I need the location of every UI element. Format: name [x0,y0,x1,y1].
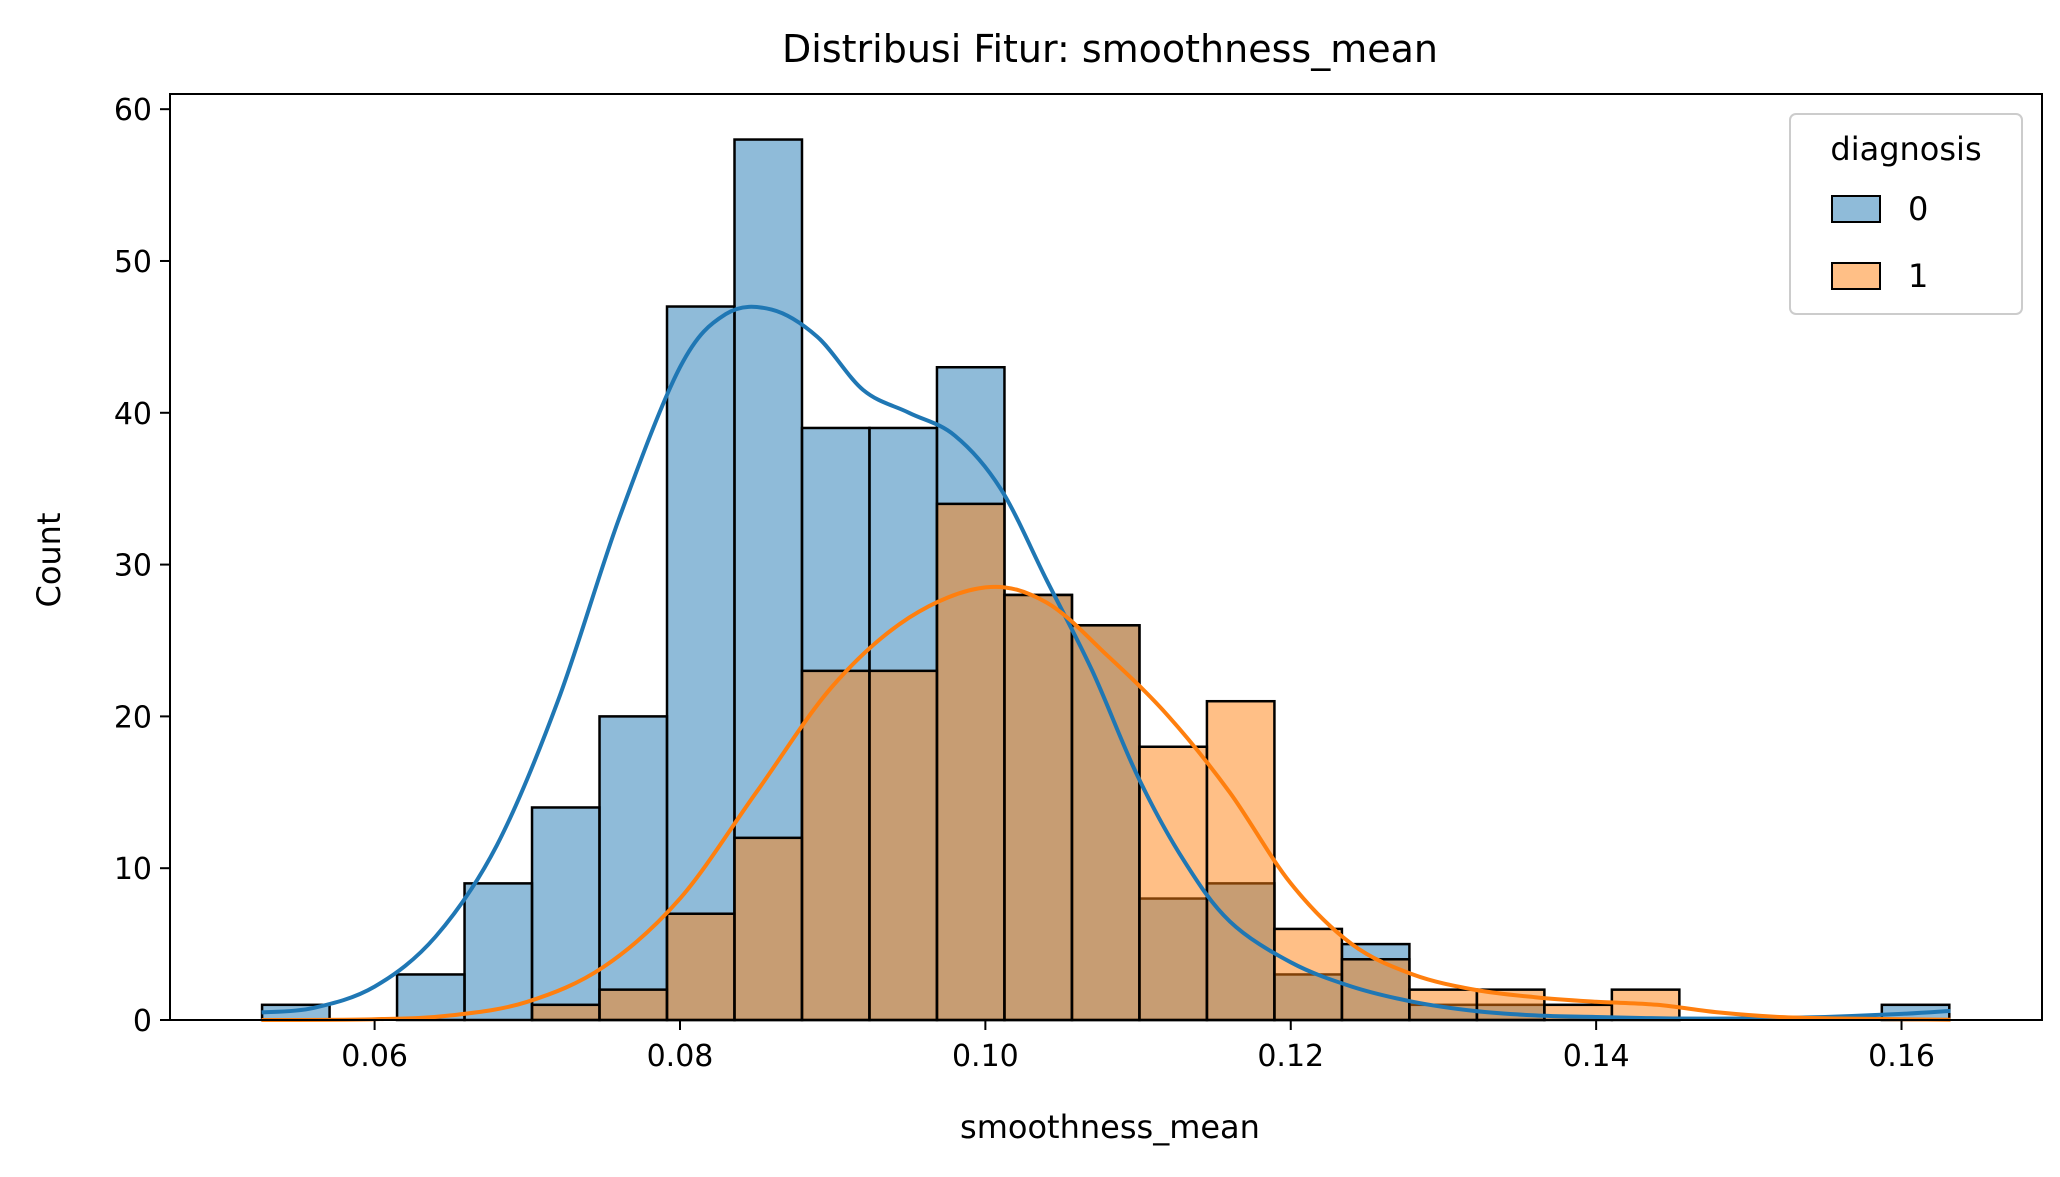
y-axis-ticks: 0 10 20 30 40 50 60 [114,93,170,1039]
bar-series-1-bin-12 [1070,624,1141,1022]
x-tick-label: 0.16 [1868,1039,1935,1074]
x-tick-label: 0.12 [1257,1039,1324,1074]
x-axis-ticks: 0.06 0.08 0.10 0.12 0.14 0.16 [341,1020,1935,1074]
bar-series-1-bin-9 [868,669,939,1022]
y-tick-label: 0 [133,1004,152,1039]
bar-series-1-bin-4 [530,1003,601,1022]
legend-label-1: 1 [1908,257,1928,295]
axes-frame [169,93,2043,1021]
x-tick-label: 0.06 [341,1039,408,1074]
legend-swatch-1 [1831,262,1881,290]
bar-series-1-bin-15 [1273,927,1344,1022]
y-tick-label: 20 [114,700,152,735]
x-tick-label: 0.14 [1563,1039,1630,1074]
bar-series-0-bin-3 [463,882,534,1022]
y-tick-label: 30 [114,549,152,584]
y-tick-label: 40 [114,397,152,432]
bar-series-0-bin-5 [598,715,669,1022]
bar-series-1-bin-8 [800,669,871,1022]
bar-series-1-bin-11 [1003,593,1074,1022]
x-tick-label: 0.08 [647,1039,714,1074]
bar-series-1-bin-7 [733,836,804,1022]
y-tick-label: 60 [114,93,152,128]
kde-line-series-1 [261,584,1951,1022]
bar-series-1-bin-10 [935,502,1006,1022]
series-1-bars [530,502,1681,1022]
y-tick-label: 10 [114,852,152,887]
x-tick-label: 0.10 [952,1039,1019,1074]
y-tick-label: 50 [114,245,152,280]
kde-line-series-0 [261,304,1951,1021]
legend: diagnosis 0 1 [1789,113,2023,315]
y-axis-label: Count [30,512,68,607]
legend-label-0: 0 [1908,190,1928,228]
legend-swatch-0 [1831,195,1881,223]
bar-series-1-bin-5 [598,988,669,1022]
x-axis-label: smoothness_mean [960,1108,1260,1146]
bar-series-1-bin-13 [1138,745,1209,1022]
bar-series-1-bin-14 [1205,699,1276,1022]
kde-lines [261,304,1951,1022]
legend-title: diagnosis [1830,130,1981,168]
chart-title: Distribusi Fitur: smoothness_mean [782,27,1438,71]
bar-series-1-bin-6 [665,912,736,1022]
